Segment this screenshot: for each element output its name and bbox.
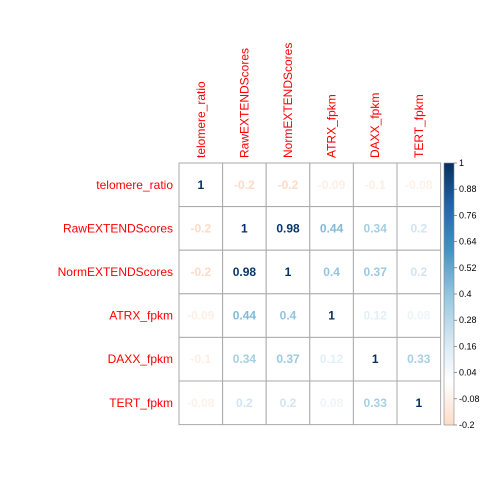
row-label: DAXX_fpkm	[108, 352, 173, 366]
cell-value: 0.12	[320, 352, 344, 366]
column-label: NormEXTENDScores	[281, 43, 295, 158]
cell-value: 1	[328, 309, 335, 323]
heatmap-grid: 1 -0.2 -0.2 -0.09 -0.1 -0.08 -0.2 1 0.98 0.44 0.34…	[178, 162, 442, 426]
column-label: DAXX_fpkm	[368, 93, 382, 158]
cell-value: 0.33	[364, 396, 388, 410]
cell-value: -0.1	[365, 178, 386, 192]
cell-value: 0.34	[364, 221, 388, 235]
cell-value: 0.12	[364, 309, 388, 323]
cell-value: 0.37	[276, 352, 300, 366]
cell-value: 1	[197, 178, 204, 192]
column-label: ATRX_fpkm	[325, 94, 339, 158]
cell-value: 1	[415, 396, 422, 410]
column-label: RawEXTENDScores	[237, 48, 251, 158]
cell-value: 1	[241, 221, 248, 235]
cell-value: 0.44	[233, 309, 257, 323]
color-bar-tick-label: 0.64	[459, 237, 477, 247]
color-bar-tick-label: 0.04	[459, 368, 477, 378]
heatmap-cell	[309, 206, 354, 251]
cell-value: 0.4	[323, 265, 340, 279]
cell-value: 0.44	[320, 221, 344, 235]
row-label: TERT_fpkm	[109, 396, 173, 410]
heatmap-cell	[352, 380, 398, 426]
heatmap-cell	[309, 249, 354, 295]
color-bar-tick-label: 0.16	[459, 341, 477, 351]
cell-value: 0.4	[280, 309, 297, 323]
heatmap-cell	[265, 336, 311, 382]
color-bar-tick-label: 0.4	[459, 289, 472, 299]
cell-value: 0.37	[364, 265, 388, 279]
cell-value: 0.2	[410, 265, 427, 279]
cell-value: 1	[285, 265, 292, 279]
heatmap-cell	[222, 162, 267, 208]
heatmap-cell	[352, 336, 398, 382]
heatmap-cell	[352, 293, 398, 338]
cell-value: -0.09	[187, 309, 215, 323]
row-label: RawEXTENDScores	[63, 221, 173, 235]
color-bar-tick-label: 0.52	[459, 263, 477, 273]
cell-value: -0.2	[234, 178, 255, 192]
heatmap-cell	[396, 206, 442, 251]
heatmap-cell	[396, 162, 442, 208]
row-label: telomere_ratio	[96, 178, 173, 192]
column-label: telomere_ratio	[194, 81, 208, 158]
cell-value: 0.33	[407, 352, 431, 366]
cell-value: -0.2	[278, 178, 299, 192]
color-bar	[443, 162, 455, 426]
cell-value: -0.08	[187, 396, 215, 410]
heatmap-cell	[309, 380, 354, 426]
heatmap-cell	[265, 293, 311, 338]
heatmap-cell	[396, 249, 442, 295]
heatmap-cell	[178, 380, 224, 426]
cell-value: 1	[372, 352, 379, 366]
heatmap-cell	[396, 380, 442, 426]
heatmap-cell	[222, 206, 267, 251]
heatmap-cell	[396, 336, 442, 382]
heatmap-cell	[222, 249, 267, 295]
cell-value: 0.2	[280, 396, 297, 410]
cell-value: 0.34	[233, 352, 257, 366]
cell-value: 0.2	[410, 221, 427, 235]
cell-value: 0.08	[407, 309, 431, 323]
cell-value: -0.08	[405, 178, 433, 192]
color-bar-tick-label: 1	[459, 158, 464, 168]
cell-value: -0.2	[190, 221, 211, 235]
heatmap-cell	[178, 293, 224, 338]
heatmap-cell	[396, 293, 442, 338]
cell-value: 0.08	[320, 396, 344, 410]
row-label: NormEXTENDScores	[58, 265, 173, 279]
cell-value: 0.2	[236, 396, 253, 410]
cell-value: -0.2	[190, 265, 211, 279]
heatmap-cell	[309, 336, 354, 382]
cell-value: 0.98	[233, 265, 257, 279]
heatmap-cell	[309, 293, 354, 338]
heatmap-cell	[222, 293, 267, 338]
heatmap-cell	[352, 249, 398, 295]
heatmap-cell	[178, 162, 224, 208]
cell-value: -0.1	[190, 352, 211, 366]
color-bar-tick-label: -0.08	[459, 394, 480, 404]
color-bar-tick-label: 0.76	[459, 210, 477, 220]
color-bar-tick-label: 0.28	[459, 315, 477, 325]
color-bar-tick-label: 0.88	[459, 184, 477, 194]
color-bar-tick-label: -0.2	[459, 420, 475, 430]
cell-value: -0.09	[318, 178, 346, 192]
cell-value: 0.98	[276, 221, 300, 235]
row-label: ATRX_fpkm	[109, 309, 173, 323]
column-label: TERT_fpkm	[412, 94, 426, 158]
